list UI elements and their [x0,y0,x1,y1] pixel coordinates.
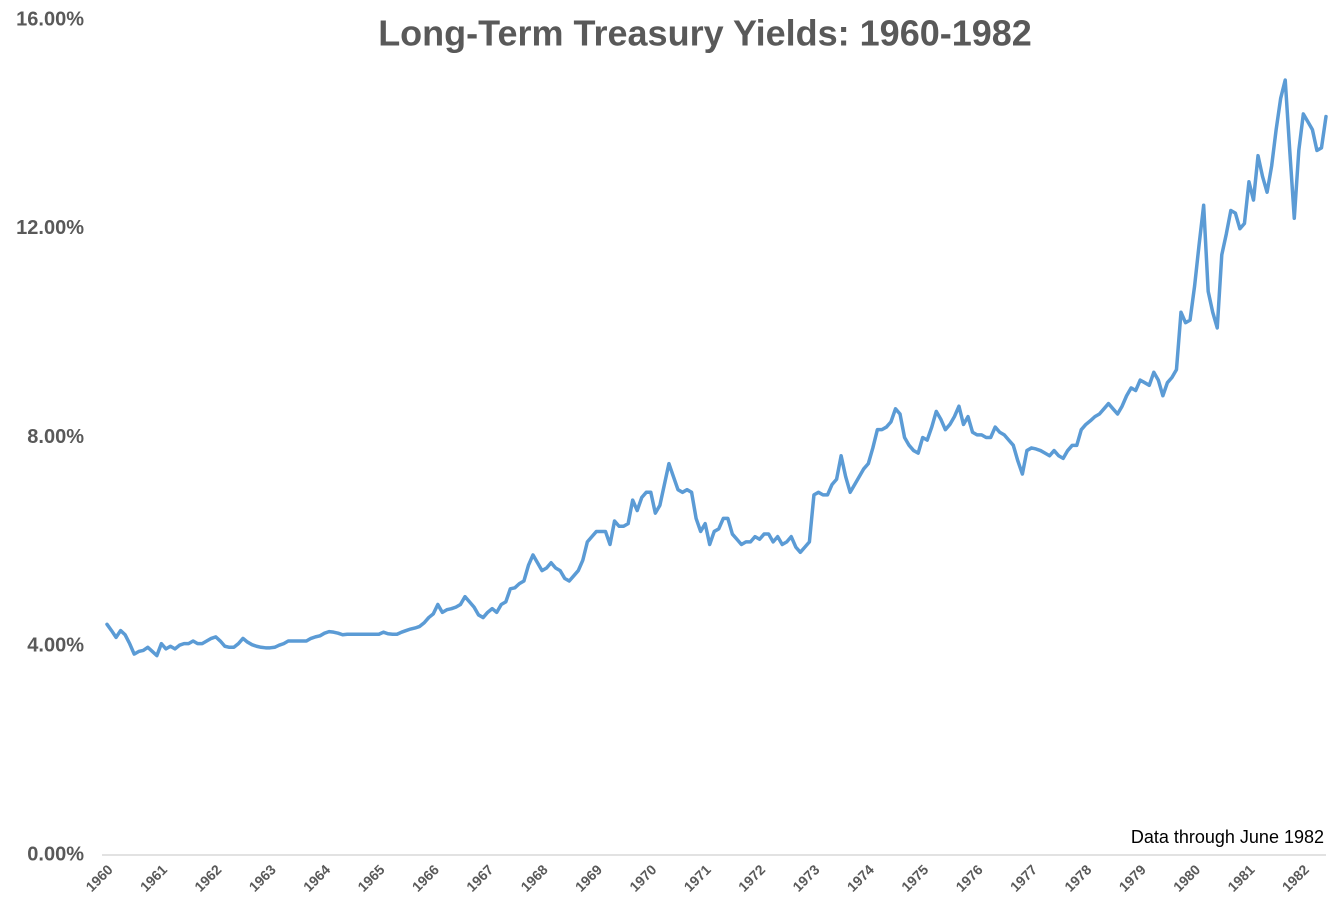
x-tick-label: 1974 [844,861,877,894]
x-tick-label: 1973 [789,861,822,894]
x-tick-label: 1978 [1061,861,1094,894]
y-tick-label: 0.00% [27,843,84,865]
annotation: Data through June 1982 [1131,827,1324,847]
x-tick-label: 1969 [572,861,605,894]
x-tick-label: 1972 [735,861,768,894]
x-tick-label: 1980 [1170,861,1203,894]
x-tick-label: 1967 [463,861,496,894]
x-tick-label: 1975 [898,861,931,894]
x-tick-label: 1961 [137,861,170,894]
x-tick-label: 1968 [517,861,550,894]
x-tick-label: 1960 [82,861,115,894]
x-tick-label: 1977 [1007,861,1040,894]
x-tick-label: 1981 [1224,861,1257,894]
y-tick-label: 16.00% [16,8,84,30]
x-tick-label: 1966 [409,861,442,894]
y-tick-label: 12.00% [16,217,84,239]
x-tick-label: 1982 [1279,861,1312,894]
x-tick-label: 1962 [191,861,224,894]
data-line [105,78,1328,658]
x-tick-label: 1964 [300,861,333,894]
x-tick-label: 1970 [626,861,659,894]
x-tick-label: 1965 [354,861,387,894]
x-tick-label: 1976 [952,861,985,894]
y-tick-label: 8.00% [27,426,84,448]
x-tick-label: 1971 [681,861,714,894]
x-tick-label: 1963 [246,861,279,894]
y-tick-label: 4.00% [27,635,84,657]
x-tick-label: 1979 [1116,861,1149,894]
chart-title: Long-Term Treasury Yields: 1960-1982 [378,13,1032,54]
